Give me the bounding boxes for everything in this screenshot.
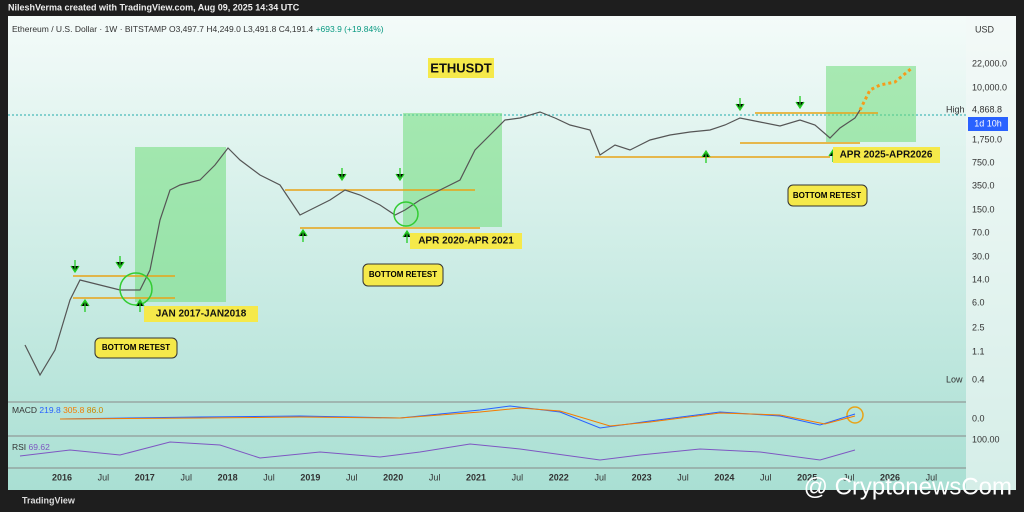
price-label: 70.0 — [972, 227, 990, 237]
price-label: 1.1 — [972, 346, 985, 356]
cycle-labels — [144, 147, 940, 322]
price-axis-bg — [966, 16, 1016, 490]
time-label: 2025 — [797, 472, 817, 482]
price-label: 2.5 — [972, 322, 985, 332]
price-label: 6.0 — [972, 297, 985, 307]
price-label: 14.0 — [972, 274, 990, 284]
time-label: 2023 — [632, 472, 652, 482]
macd-axis: 0.0 — [972, 413, 985, 423]
high-tag: High — [946, 104, 965, 114]
credit: NileshVerma created with TradingView.com… — [8, 2, 300, 12]
time-label: Jul — [180, 472, 192, 482]
time-label: 2020 — [383, 472, 403, 482]
price-label: 350.0 — [972, 180, 995, 190]
time-label: Jul — [843, 472, 855, 482]
time-label: 2022 — [549, 472, 569, 482]
macd-line — [59, 405, 856, 429]
time-label: 2021 — [466, 472, 486, 482]
cycle-label: APR 2025-APR2026 — [840, 150, 933, 161]
time-label: 2024 — [714, 472, 734, 482]
price-label: 4,868.8 — [972, 104, 1002, 114]
price-label: 150.0 — [972, 204, 995, 214]
projection — [858, 66, 913, 111]
time-label: Jul — [263, 472, 275, 482]
rsi-axis: 100.00 — [972, 434, 1000, 444]
legend: Ethereum / U.S. Dollar · 1W · BITSTAMP O… — [12, 24, 384, 34]
time-label: 2016 — [52, 472, 72, 482]
price-label: 750.0 — [972, 157, 995, 167]
title: ETHUSDT — [430, 60, 491, 75]
time-label: Jul — [760, 472, 772, 482]
time-label: 2019 — [300, 472, 320, 482]
time-label: Jul — [98, 472, 110, 482]
arrows — [70, 96, 838, 312]
time-label: Jul — [512, 472, 524, 482]
title-box — [428, 58, 494, 78]
price-label: 30.0 — [972, 251, 990, 261]
retest-label: BOTTOM RETEST — [793, 191, 861, 200]
price-label: 1,750.0 — [972, 134, 1002, 144]
retest-label: BOTTOM RETEST — [369, 270, 437, 279]
time-label: Jul — [926, 472, 938, 482]
time-label: 2026 — [880, 472, 900, 482]
macd-legend: MACD 219.8 305.8 86.0 — [12, 405, 104, 415]
retest-boxes — [94, 184, 868, 359]
countdown-box — [968, 117, 1008, 131]
retest-label: BOTTOM RETEST — [102, 343, 170, 352]
low-tag: Low — [946, 374, 963, 384]
brand: TradingView — [22, 495, 76, 505]
price-label: 22,000.0 — [972, 58, 1007, 68]
price-label: 0.4 — [972, 374, 985, 384]
time-label: Jul — [677, 472, 689, 482]
time-label: Jul — [594, 472, 606, 482]
time-label: 2018 — [218, 472, 238, 482]
rsi-legend: RSI 69.62 — [12, 442, 50, 452]
cycle-label: APR 2020-APR 2021 — [418, 236, 514, 247]
countdown: 1d 10h — [974, 118, 1002, 128]
rsi-line — [19, 441, 856, 461]
signal-line — [59, 407, 856, 427]
price-line — [24, 109, 861, 377]
watermark: @ CryptonewsCom — [804, 473, 1012, 500]
time-label: 2017 — [135, 472, 155, 482]
time-label: Jul — [346, 472, 358, 482]
macd-circle — [846, 406, 864, 424]
time-label: Jul — [429, 472, 441, 482]
currency: USD — [975, 24, 995, 34]
cycle-label: JAN 2017-JAN2018 — [156, 309, 247, 320]
price-label: 10,000.0 — [972, 82, 1007, 92]
levels — [73, 112, 878, 299]
